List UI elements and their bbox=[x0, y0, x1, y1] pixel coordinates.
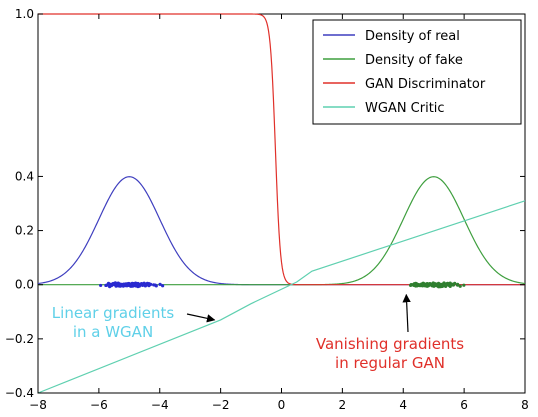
scatter-point bbox=[425, 284, 429, 288]
scatter-point bbox=[129, 282, 133, 286]
scatter-point bbox=[106, 281, 111, 285]
scatter-point bbox=[104, 283, 108, 288]
annotation-vanishing-line-0: Vanishing gradients bbox=[316, 335, 464, 353]
y-tick-label: 0.2 bbox=[15, 224, 34, 238]
scatter-point bbox=[139, 283, 143, 287]
y-tick-label: 0.4 bbox=[15, 169, 34, 183]
scatter-point bbox=[458, 284, 462, 288]
legend-label-2: GAN Discriminator bbox=[365, 77, 486, 92]
x-tick-label: 6 bbox=[460, 398, 468, 412]
scatter-point bbox=[439, 283, 444, 288]
scatter-point bbox=[432, 283, 436, 287]
x-tick-label: −4 bbox=[151, 398, 169, 412]
legend-label-0: Density of real bbox=[365, 29, 460, 44]
scatter-point bbox=[135, 283, 140, 287]
scatter-point bbox=[161, 284, 165, 288]
scatter-point bbox=[146, 283, 151, 287]
scatter-point bbox=[109, 282, 113, 286]
scatter-point bbox=[126, 281, 131, 286]
scatter-point bbox=[418, 283, 423, 287]
scatter-point bbox=[132, 283, 137, 287]
annotation-arrow-vanishing bbox=[402, 293, 411, 333]
scatter-point bbox=[436, 283, 440, 287]
scatter-point bbox=[158, 282, 162, 286]
ticks-layer: −8 −6 −4 −2 0 2 4 6 8 −0.4 −0.2 0.0 0.2 0.4 1.0 bbox=[5, 7, 529, 412]
y-tick-label: 0.0 bbox=[15, 278, 34, 292]
y-tick-label: −0.4 bbox=[5, 386, 34, 400]
scatter-point bbox=[409, 282, 413, 287]
scatter-point bbox=[444, 283, 448, 287]
scatter-point bbox=[142, 282, 146, 287]
x-tick-label: −8 bbox=[29, 398, 47, 412]
annotation-arrow-linear bbox=[186, 313, 216, 323]
x-tick-label: 2 bbox=[339, 398, 347, 412]
scatter-point bbox=[122, 282, 126, 286]
scatter-point bbox=[413, 282, 417, 287]
annotation-linear-line-1: in a WGAN bbox=[73, 323, 153, 341]
annotation-vanishing-line-1: in regular GAN bbox=[335, 354, 445, 372]
scatter-point bbox=[456, 283, 460, 287]
scatter-point bbox=[117, 283, 122, 287]
series-line-3 bbox=[37, 200, 526, 394]
legend-label-1: Density of fake bbox=[365, 53, 463, 68]
x-tick-label: −2 bbox=[212, 398, 230, 412]
scatter-layer bbox=[99, 281, 466, 289]
scatter-point bbox=[99, 283, 103, 288]
scatter-point bbox=[154, 284, 158, 288]
x-tick-label: 8 bbox=[521, 398, 529, 412]
scatter-point bbox=[449, 283, 453, 287]
x-tick-label: 4 bbox=[399, 398, 407, 412]
x-tick-label: −6 bbox=[90, 398, 108, 412]
annotation-linear-line-0: Linear gradients bbox=[52, 304, 175, 322]
scatter-point bbox=[421, 283, 425, 288]
x-tick-label: 0 bbox=[278, 398, 286, 412]
scatter-point bbox=[462, 283, 466, 287]
legend: Density of real Density of fake GAN Discri… bbox=[312, 19, 522, 125]
legend-label-3: WGAN Critic bbox=[365, 101, 445, 116]
y-tick-label: −0.2 bbox=[5, 332, 34, 346]
y-tick-label: 1.0 bbox=[15, 7, 34, 21]
